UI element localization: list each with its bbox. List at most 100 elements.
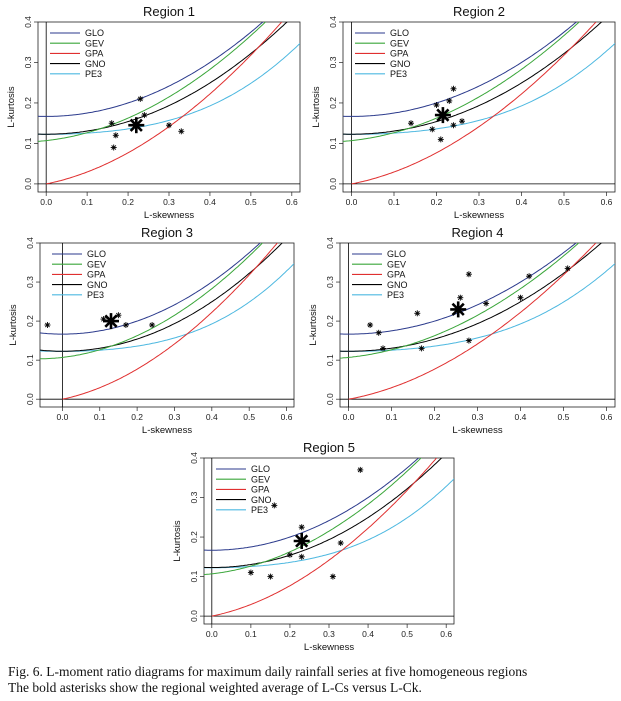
- legend-label-gev: GEV: [85, 38, 104, 48]
- legend-label-glo: GLO: [85, 28, 104, 38]
- y-axis-label: L-kurtosis: [308, 304, 319, 345]
- figure-caption: Fig. 6. L-moment ratio diagrams for maxi…: [8, 664, 618, 696]
- y-tick-label: 0.3: [325, 276, 335, 288]
- chart-title: Region 5: [303, 440, 355, 455]
- caption-line-2: The bold asterisks show the regional wei…: [8, 680, 422, 695]
- x-tick-label: 0.5: [401, 629, 413, 639]
- site-point: [110, 144, 117, 151]
- y-tick-label: 0.1: [189, 570, 199, 582]
- curve-pe3: [204, 478, 454, 569]
- site-points: [108, 95, 185, 151]
- y-axis-label: L-kurtosis: [6, 86, 17, 127]
- x-tick-label: 0.5: [558, 197, 570, 207]
- curve-glo: [343, 22, 578, 117]
- y-tick-label: 0.0: [328, 178, 338, 190]
- legend-label-pe3: PE3: [251, 505, 268, 515]
- site-point: [271, 502, 278, 509]
- x-tick-label: 0.1: [81, 197, 93, 207]
- legend-label-pe3: PE3: [87, 290, 104, 300]
- y-axis-label: L-kurtosis: [8, 304, 19, 345]
- y-axis-label: L-kurtosis: [311, 86, 322, 127]
- curve-pe3: [40, 263, 294, 352]
- x-tick-label: 0.3: [169, 412, 181, 422]
- chart-region-2: Region 2 0.0 0.1 0.2 0.3 0.4 0.5 0.6 0.0 0.1 0.2 0.…: [311, 4, 616, 221]
- x-tick-label: 0.4: [204, 197, 216, 207]
- figure-panels: Region 1 0.0 0.1 0.2 0.3 0.4 0.5 0.6 0.0 0.1 0.2 0.…: [6, 4, 616, 653]
- regional-average-point: [450, 301, 467, 318]
- y-tick-label: 0.4: [25, 237, 35, 249]
- curve-gno: [343, 22, 603, 135]
- site-points: [44, 312, 156, 328]
- site-point: [483, 300, 490, 307]
- x-axis-label: L-skewness: [142, 425, 192, 436]
- legend-label-gno: GNO: [251, 495, 272, 505]
- x-tick-label: 0.4: [516, 197, 528, 207]
- x-tick-label: 0.3: [473, 197, 485, 207]
- site-point: [108, 120, 115, 127]
- x-tick-label: 0.0: [40, 197, 52, 207]
- site-point: [247, 569, 254, 576]
- curve-gpa: [351, 22, 597, 185]
- y-tick-label: 0.2: [328, 97, 338, 109]
- y-tick-label: 0.1: [23, 137, 33, 149]
- x-axis-label: L-skewness: [144, 210, 194, 221]
- distribution-curves: [343, 22, 615, 185]
- site-point: [429, 126, 436, 133]
- y-tick-label: 0.2: [189, 531, 199, 543]
- curve-gev: [343, 22, 580, 142]
- site-point: [465, 337, 472, 344]
- plot-frame: [37, 21, 301, 193]
- legend-label-gpa: GPA: [390, 49, 408, 59]
- x-tick-label: 0.0: [346, 197, 358, 207]
- legend-label-gpa: GPA: [87, 270, 105, 280]
- x-tick-label: 0.2: [131, 412, 143, 422]
- site-point: [112, 132, 119, 139]
- legend-label-gev: GEV: [87, 259, 106, 269]
- curve-gev: [204, 458, 422, 575]
- y-axis-label: L-kurtosis: [172, 520, 183, 561]
- curve-pe3: [343, 43, 615, 135]
- y-tick-label: 0.4: [328, 16, 338, 28]
- site-point: [526, 273, 533, 280]
- regional-average-point: [128, 117, 145, 134]
- x-tick-label: 0.1: [94, 412, 106, 422]
- chart-title: Region 2: [453, 4, 505, 19]
- regional-average-point: [293, 533, 310, 549]
- chart-title: Region 3: [141, 225, 193, 240]
- site-point: [457, 294, 464, 301]
- y-tick-label: 0.0: [325, 393, 335, 405]
- site-point: [437, 136, 444, 143]
- site-point: [329, 573, 336, 580]
- curve-pe3: [38, 43, 300, 135]
- site-point: [149, 322, 156, 328]
- chart-region-1: Region 1 0.0 0.1 0.2 0.3 0.4 0.5 0.6 0.0 0.1 0.2 0.…: [6, 4, 301, 221]
- x-tick-label: 0.1: [386, 412, 398, 422]
- distribution-curves: [204, 458, 454, 617]
- legend-label-gpa: GPA: [387, 270, 405, 280]
- curve-glo: [38, 22, 264, 117]
- curve-gno: [40, 243, 283, 352]
- distribution-curves: [40, 243, 294, 400]
- x-tick-label: 0.2: [122, 197, 134, 207]
- distribution-curves: [38, 22, 300, 185]
- x-axis-label: L-skewness: [452, 425, 502, 436]
- site-points: [367, 265, 571, 352]
- chart-region-3: Region 3 0.0 0.1 0.2 0.3 0.4 0.5 0.6 0.0 0.1 0.2 0.…: [8, 225, 295, 436]
- x-tick-label: 0.6: [601, 197, 613, 207]
- site-point: [380, 345, 386, 352]
- curve-gpa: [211, 458, 438, 617]
- legend-label-gev: GEV: [251, 474, 270, 484]
- legend-label-gno: GNO: [387, 280, 408, 290]
- legend-label-gno: GNO: [87, 280, 108, 290]
- y-tick-label: 0.3: [328, 56, 338, 68]
- chart-region-5: Region 5 0.0 0.1 0.2 0.3 0.4 0.5 0.6 0.0 0.1 0.2 0.…: [172, 440, 455, 653]
- x-tick-label: 0.1: [388, 197, 400, 207]
- site-point: [137, 95, 144, 102]
- x-tick-label: 0.5: [558, 412, 570, 422]
- site-point: [465, 271, 472, 278]
- legend-label-gev: GEV: [390, 38, 409, 48]
- legend-label-glo: GLO: [87, 249, 106, 259]
- x-tick-label: 0.6: [286, 197, 298, 207]
- site-point: [375, 329, 382, 336]
